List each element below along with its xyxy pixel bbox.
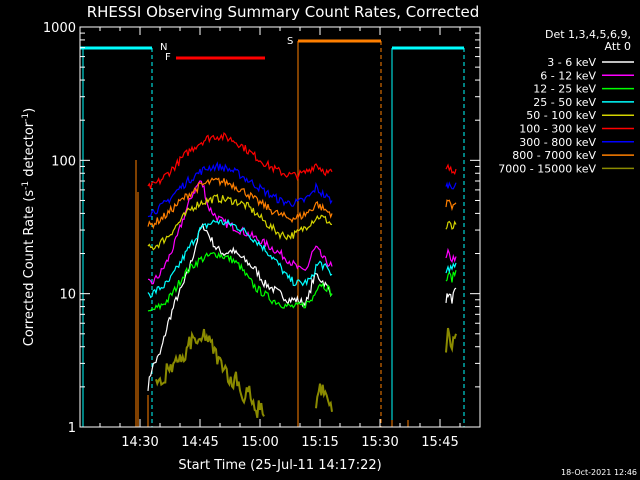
x-tick-label-4: 15:30 [361,435,398,450]
legend-label-1: 6 - 12 keV [540,69,596,82]
legend-label-2: 12 - 25 keV [533,83,596,96]
x-tick-label-0: 14:30 [121,435,158,450]
axes: 14:30 14:45 15:00 15:15 15:30 15:45 1 10 100 1000 [43,21,481,450]
series-line-8-segment-1 [315,383,333,412]
x-tick-label-2: 15:00 [241,435,278,450]
y-tick-label-1: 10 [59,288,76,303]
series-line-0-segment-1 [445,287,457,304]
series-line-8-segment-2 [445,327,457,353]
x-tick-label-5: 15:45 [421,435,458,450]
series-line-0-segment-0 [147,222,333,391]
x-axis-label: Start Time (25-Jul-11 14:17:22) [178,458,381,473]
y-tick-label-0: 1 [68,421,76,436]
x-tick-label-1: 14:45 [181,435,218,450]
x-tick-label-3: 15:15 [301,435,338,450]
series-line-7-segment-1 [445,199,457,212]
series-line-1-segment-0 [147,180,333,285]
series-line-3-segment-1 [445,262,457,274]
series-line-8-segment-0 [155,328,265,418]
axes-frame [79,26,481,428]
series-line-6-segment-0 [147,161,333,218]
legend-header-line-2: Att 0 [605,40,631,53]
series-line-7-segment-0 [147,177,333,230]
series-line-5-segment-0 [147,131,333,190]
legend-label-8: 7000 - 15000 keV [498,162,596,175]
series-line-4-segment-0 [147,193,333,251]
y-axis-label: Corrected Count Rate (s-1 detector-1) [21,108,37,346]
legend-label-4: 50 - 100 keV [526,109,596,122]
chart-title: RHESSI Observing Summary Count Rates, Co… [87,3,480,21]
marker-label-n: N [160,42,167,53]
legend-label-7: 800 - 7000 keV [512,149,596,162]
legend-header-line-1: Det 1,3,4,5,6,9, [545,28,631,41]
legend-label-5: 100 - 300 keV [519,123,596,136]
series-line-1-segment-1 [445,247,457,264]
legend-label-0: 3 - 6 keV [547,56,596,69]
series-line-2-segment-0 [147,251,333,312]
legend-label-3: 25 - 50 keV [533,96,596,109]
series-line-4-segment-1 [445,220,457,230]
y-tick-label-3: 1000 [43,21,76,36]
series-line-2-segment-1 [445,270,457,283]
plot-area: NF S [80,36,465,427]
series-line-3-segment-0 [147,218,333,299]
marker-label-f: F [165,52,171,63]
marker-label-s: S [287,36,293,47]
series-line-6-segment-1 [445,181,457,190]
legend-label-6: 300 - 800 keV [519,136,596,149]
y-tick-label-2: 100 [51,154,76,169]
plot-timestamp: 18-Oct-2021 12:46 [561,468,637,477]
series-line-5-segment-1 [445,163,457,176]
